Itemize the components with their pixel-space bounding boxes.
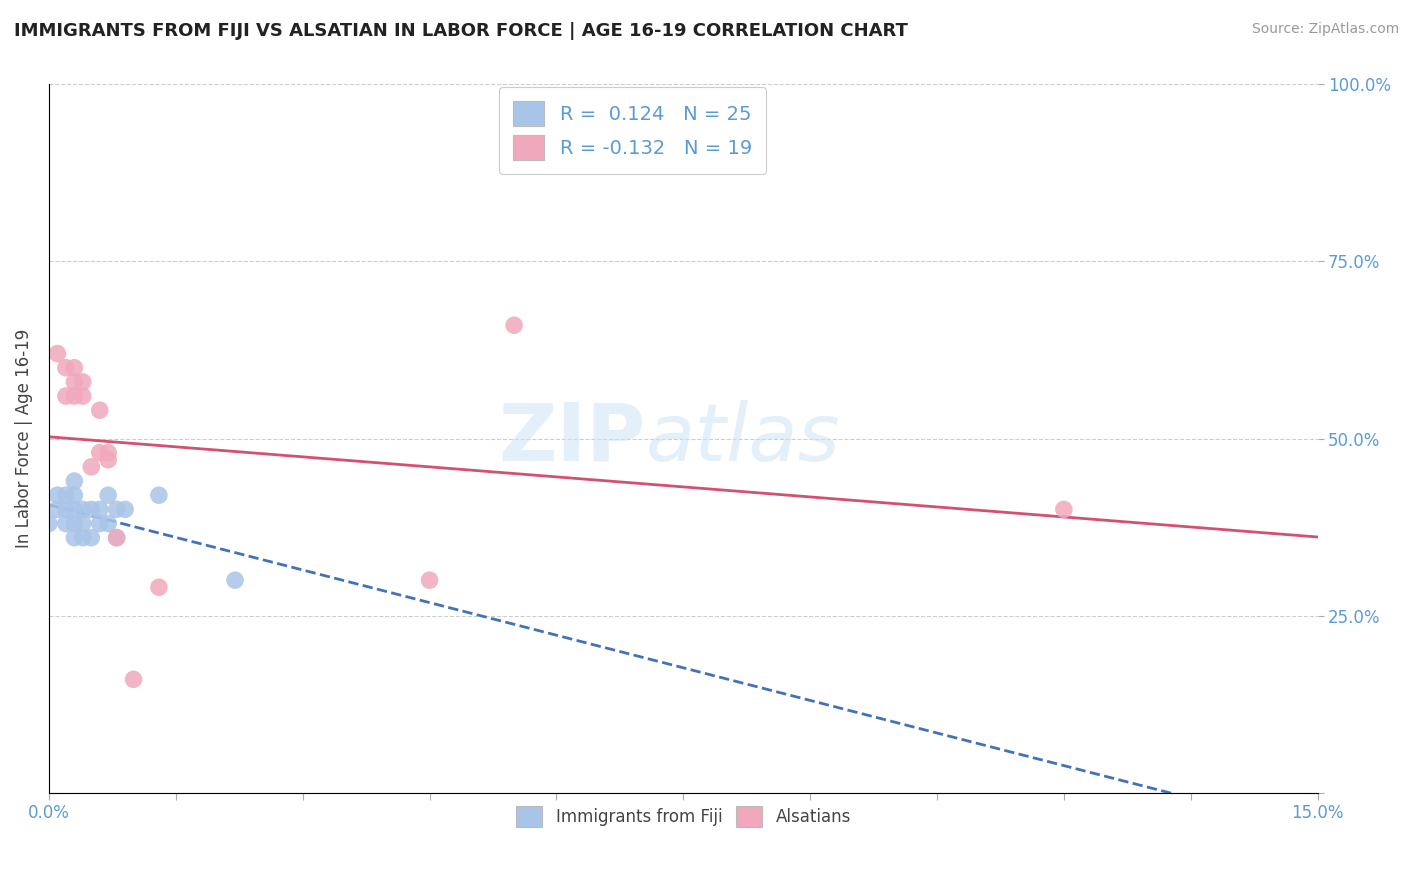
Text: Source: ZipAtlas.com: Source: ZipAtlas.com — [1251, 22, 1399, 37]
Point — [46, 346, 69, 360]
Point — [80, 502, 103, 516]
Point — [38, 516, 60, 531]
Point — [55, 516, 77, 531]
Text: IMMIGRANTS FROM FIJI VS ALSATIAN IN LABOR FORCE | AGE 16-19 CORRELATION CHART: IMMIGRANTS FROM FIJI VS ALSATIAN IN LABO… — [14, 22, 908, 40]
Point — [97, 452, 120, 467]
Point — [55, 488, 77, 502]
Point — [89, 502, 111, 516]
Point — [224, 573, 246, 587]
Point — [89, 446, 111, 460]
Point — [503, 318, 526, 333]
Point — [72, 502, 94, 516]
Point — [89, 403, 111, 417]
Point — [55, 502, 77, 516]
Point — [46, 502, 69, 516]
Point — [63, 488, 86, 502]
Point — [63, 360, 86, 375]
Point — [72, 516, 94, 531]
Point — [72, 389, 94, 403]
Point — [63, 502, 86, 516]
Point — [97, 488, 120, 502]
Point — [72, 375, 94, 389]
Point — [55, 389, 77, 403]
Point — [63, 516, 86, 531]
Point — [105, 531, 128, 545]
Point — [105, 502, 128, 516]
Point — [1053, 502, 1076, 516]
Y-axis label: In Labor Force | Age 16-19: In Labor Force | Age 16-19 — [15, 329, 32, 549]
Legend: Immigrants from Fiji, Alsatians: Immigrants from Fiji, Alsatians — [509, 799, 858, 834]
Point — [114, 502, 136, 516]
Point — [97, 446, 120, 460]
Point — [122, 673, 145, 687]
Point — [80, 531, 103, 545]
Point — [46, 488, 69, 502]
Point — [148, 580, 170, 594]
Point — [63, 389, 86, 403]
Point — [55, 360, 77, 375]
Point — [419, 573, 441, 587]
Point — [105, 531, 128, 545]
Point — [97, 516, 120, 531]
Point — [148, 488, 170, 502]
Point — [89, 516, 111, 531]
Point — [63, 531, 86, 545]
Point — [63, 375, 86, 389]
Text: ZIP: ZIP — [498, 400, 645, 477]
Point — [72, 531, 94, 545]
Point — [80, 459, 103, 474]
Point — [63, 474, 86, 488]
Text: atlas: atlas — [645, 400, 839, 477]
